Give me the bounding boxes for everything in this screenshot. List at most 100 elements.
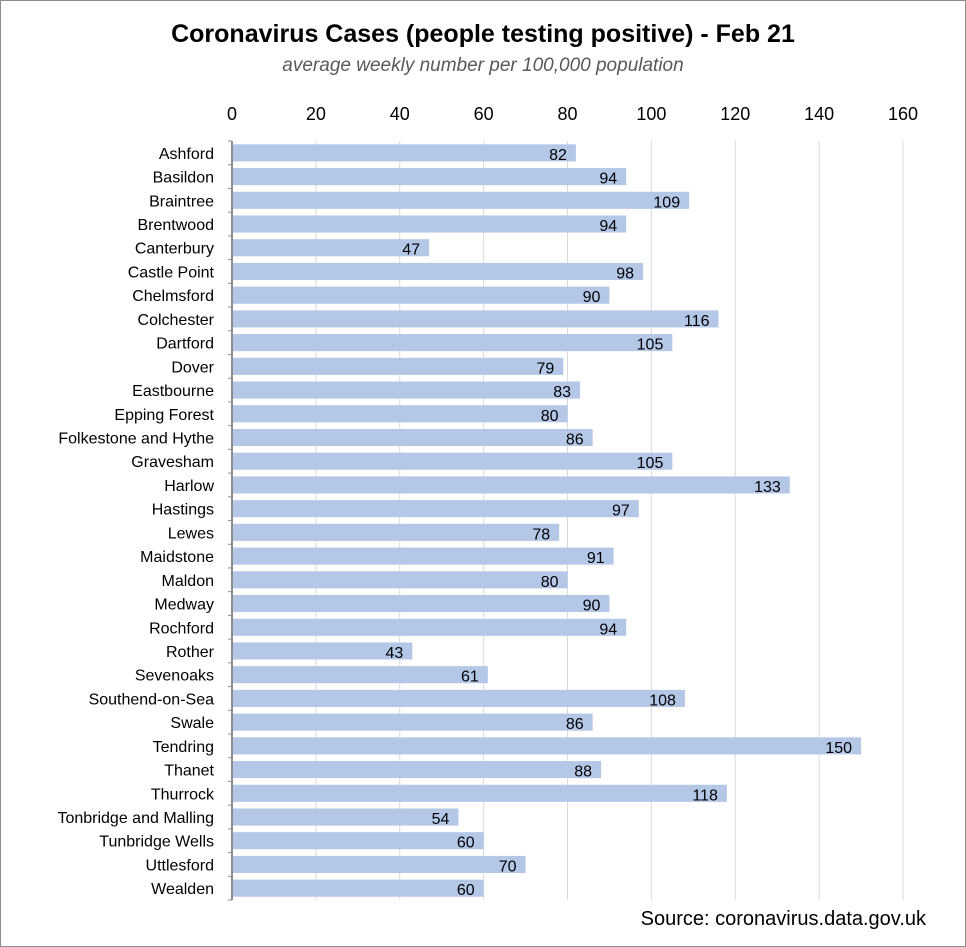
category-label: Dover [171,359,214,376]
data-label: 61 [461,669,479,686]
category-label: Folkestone and Hythe [58,431,214,448]
category-label: Eastbourne [132,383,214,400]
tick-label: 60 [474,104,494,124]
bar [232,428,593,447]
data-label: 116 [684,313,710,330]
bar [232,666,488,684]
tick-label: 20 [306,104,326,124]
category-label: Dartford [156,336,214,353]
tick-label: 80 [557,104,577,124]
bar [232,713,593,731]
category-label: Sevenoaks [135,668,214,685]
data-label: 118 [692,787,718,804]
data-label: 60 [457,835,475,852]
data-label: 98 [616,265,634,282]
bar [232,879,484,897]
bar [232,191,690,209]
category-label: Braintree [149,193,214,210]
bar [232,310,719,328]
data-label: 43 [386,645,404,662]
data-label: 86 [566,716,584,733]
bar [232,761,602,779]
bar [232,476,790,494]
category-label: Harlow [164,478,214,495]
data-label: 86 [566,432,584,449]
data-label: 105 [637,337,664,354]
bar [232,571,568,589]
data-label: 60 [457,882,475,899]
data-label: 105 [637,455,664,472]
data-label: 88 [574,764,592,781]
bar [232,500,639,518]
data-label: 90 [583,598,601,615]
bar [232,523,560,541]
data-label: 97 [612,503,630,520]
category-label: Castle Point [128,264,215,281]
bar [232,286,610,304]
bar [232,642,413,660]
category-label: Chelmsford [132,288,214,305]
bar [232,737,862,755]
category-label: Medway [154,597,214,614]
tick-label: 40 [390,104,410,124]
tick-label: 0 [227,104,237,124]
bar [232,215,627,233]
data-label: 150 [825,740,852,757]
bar [232,357,564,375]
data-label: 79 [537,360,555,377]
source-note: Source: coronavirus.data.gov.uk [640,908,926,930]
category-label: Canterbury [135,241,214,258]
tick-label: 100 [636,104,666,124]
category-label: Rochford [149,620,214,637]
data-label: 94 [599,218,617,235]
bar [232,832,484,850]
data-label: 80 [541,574,559,591]
chart-subtitle: average weekly number per 100,000 popula… [282,55,684,76]
data-label: 133 [754,479,781,496]
bar [232,547,614,565]
category-label: Wealden [151,881,214,898]
bar [232,689,685,707]
tick-label: 120 [720,104,750,124]
bar [232,239,430,257]
chart-title: Coronavirus Cases (people testing positi… [171,20,795,48]
category-label: Brentwood [138,217,215,234]
category-label: Thurrock [151,786,215,803]
category-label: Tonbridge and Malling [57,810,214,827]
category-label: Maldon [162,573,214,590]
data-label: 94 [599,621,617,638]
category-label: Uttlesford [146,857,214,874]
bar [232,144,576,162]
tick-label: 140 [804,104,834,124]
data-label: 83 [553,384,571,401]
bar [232,381,581,399]
bar [232,808,459,826]
tick-label: 160 [888,104,918,124]
data-label: 109 [653,194,680,211]
data-label: 94 [599,171,617,188]
data-label: 78 [532,526,550,543]
category-label: Rother [166,644,215,661]
category-label: Thanet [164,763,214,780]
bar [232,784,727,802]
category-label: Maidstone [140,549,214,566]
category-label: Swale [170,715,214,732]
data-label: 80 [541,408,559,425]
category-label: Basildon [153,170,214,187]
category-label: Hastings [152,502,214,519]
bar [232,618,627,636]
data-label: 91 [587,550,605,567]
category-label: Tendring [153,739,214,756]
bar [232,334,673,352]
bar [232,405,568,423]
category-label: Tunbridge Wells [99,834,214,851]
category-label: Colchester [138,312,215,329]
category-label: Gravesham [131,454,214,471]
bar [232,595,610,613]
data-label: 54 [432,811,450,828]
category-label: Epping Forest [114,407,214,424]
data-label: 90 [583,289,601,306]
category-label: Southend-on-Sea [89,691,215,708]
data-label: 108 [649,692,676,709]
